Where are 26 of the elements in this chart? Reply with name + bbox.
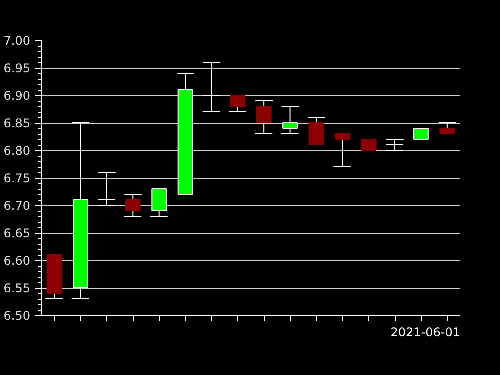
candlestick xyxy=(202,62,221,112)
y-tick-label: 6.55 xyxy=(4,282,30,296)
candlestick xyxy=(307,117,326,146)
candlestick xyxy=(438,122,456,134)
y-tick-label: 6.85 xyxy=(4,116,30,130)
candlestick xyxy=(98,172,116,206)
y-tick-label: 6.95 xyxy=(4,62,30,76)
candlestick xyxy=(72,122,90,300)
candlestick xyxy=(124,194,142,217)
y-tick-label: 6.80 xyxy=(4,144,30,158)
candlestick xyxy=(255,100,274,134)
y-tick-label: 6.65 xyxy=(4,226,30,240)
y-tick-label: 6.90 xyxy=(4,89,30,103)
y-tick-label: 6.60 xyxy=(4,254,30,268)
candlestick xyxy=(334,134,352,168)
x-axis-title: 2021-06-01 xyxy=(390,326,461,340)
candlestick xyxy=(386,139,404,151)
y-tick-label: 6.75 xyxy=(4,172,30,186)
candlestick xyxy=(176,73,195,195)
candlestick xyxy=(228,95,247,112)
y-tick-label: 6.70 xyxy=(4,199,30,213)
y-tick-label: 7.00 xyxy=(4,34,30,48)
y-tick-label: 6.50 xyxy=(4,309,30,323)
candlestick xyxy=(281,106,300,134)
candlestick xyxy=(46,254,64,300)
candlestick xyxy=(150,188,168,217)
